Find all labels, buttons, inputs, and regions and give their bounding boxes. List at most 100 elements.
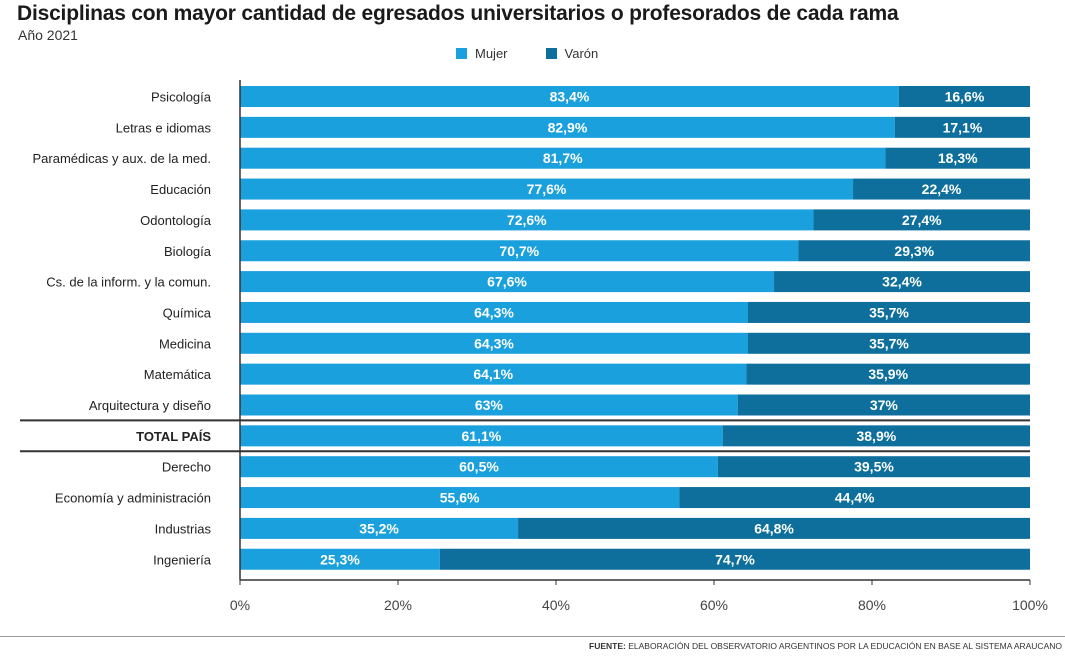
data-label-mujer-total-pais: 61,1% xyxy=(461,428,501,444)
footer-divider xyxy=(0,636,1065,637)
legend-swatch-mujer xyxy=(456,48,467,59)
data-label-varon-derecho: 39,5% xyxy=(854,459,894,475)
data-label-mujer-educacion: 77,6% xyxy=(527,181,567,197)
data-label-mujer-matematica: 64,1% xyxy=(473,366,513,382)
data-label-mujer-biologia: 70,7% xyxy=(499,243,539,259)
category-label-letras-e-idiomas: Letras e idiomas xyxy=(116,120,212,135)
data-label-varon-medicina: 35,7% xyxy=(869,335,909,351)
data-label-mujer-economia-y-administracion: 55,6% xyxy=(440,490,480,506)
x-tick-label-0: 0% xyxy=(230,597,250,613)
data-label-varon-total-pais: 38,9% xyxy=(856,428,896,444)
category-label-quimica: Química xyxy=(163,305,212,320)
data-label-varon-quimica: 35,7% xyxy=(869,304,909,320)
bar-varon-arquitectura-y-diseno xyxy=(737,394,1030,416)
data-label-varon-matematica: 35,9% xyxy=(868,366,908,382)
data-label-varon-letras-e-idiomas: 17,1% xyxy=(943,119,983,135)
data-label-mujer-arquitectura-y-diseno: 63% xyxy=(475,397,504,413)
category-label-arquitectura-y-diseno: Arquitectura y diseño xyxy=(89,398,211,413)
data-label-mujer-industrias: 35,2% xyxy=(359,520,399,536)
category-label-matematica: Matemática xyxy=(144,367,212,382)
bar-varon-biologia xyxy=(798,240,1030,262)
bar-mujer-derecho xyxy=(240,456,718,478)
source-label: FUENTE: xyxy=(589,641,626,651)
data-label-mujer-letras-e-idiomas: 82,9% xyxy=(548,119,588,135)
x-tick-label-2: 40% xyxy=(542,597,570,613)
bar-mujer-arquitectura-y-diseno xyxy=(240,394,738,416)
data-label-varon-arquitectura-y-diseno: 37% xyxy=(870,397,899,413)
legend-label-varon: Varón xyxy=(564,46,599,61)
category-label-psicologia: Psicología xyxy=(151,90,212,105)
data-label-varon-biologia: 29,3% xyxy=(894,243,934,259)
data-label-varon-educacion: 22,4% xyxy=(922,181,962,197)
bar-varon-paramedicas-y-aux-de-la-med xyxy=(885,147,1030,169)
data-label-varon-odontologia: 27,4% xyxy=(902,212,942,228)
x-tick-label-1: 20% xyxy=(384,597,412,613)
bar-varon-economia-y-administracion xyxy=(679,487,1030,509)
bar-mujer-medicina xyxy=(240,332,748,354)
bar-varon-matematica xyxy=(746,363,1030,385)
bar-varon-medicina xyxy=(747,332,1030,354)
bar-mujer-psicologia xyxy=(240,86,899,107)
bar-mujer-paramedicas-y-aux-de-la-med xyxy=(240,147,886,169)
bar-varon-quimica xyxy=(747,301,1030,323)
bar-mujer-total-pais xyxy=(240,425,723,447)
data-label-varon-economia-y-administracion: 44,4% xyxy=(835,490,875,506)
data-label-mujer-medicina: 64,3% xyxy=(474,335,514,351)
data-label-varon-paramedicas-y-aux-de-la-med: 18,3% xyxy=(938,150,978,166)
bar-mujer-ingenieria xyxy=(240,548,440,570)
bar-mujer-quimica xyxy=(240,301,748,323)
source-text: ELABORACIÓN DEL OBSERVATORIO ARGENTINOS … xyxy=(628,641,1062,651)
category-label-total-pais: TOTAL PAÍS xyxy=(136,429,211,444)
chart-title: Disciplinas con mayor cantidad de egresa… xyxy=(17,2,899,25)
data-label-varon-industrias: 64,8% xyxy=(754,520,794,536)
category-label-educacion: Educación xyxy=(150,182,211,197)
bar-varon-cs-de-la-inform-y-la-comun xyxy=(774,271,1030,293)
category-label-economia-y-administracion: Economía y administración xyxy=(55,491,211,506)
bar-varon-letras-e-idiomas xyxy=(894,116,1030,138)
bar-mujer-industrias xyxy=(240,517,519,539)
category-label-cs-de-la-inform-y-la-comun: Cs. de la inform. y la comun. xyxy=(46,275,211,290)
data-label-mujer-cs-de-la-inform-y-la-comun: 67,6% xyxy=(487,274,527,290)
bar-mujer-matematica xyxy=(240,363,747,385)
data-label-mujer-quimica: 64,3% xyxy=(474,304,514,320)
category-label-odontologia: Odontología xyxy=(140,213,212,228)
data-label-mujer-psicologia: 83,4% xyxy=(550,89,590,105)
bar-varon-ingenieria xyxy=(439,548,1030,570)
stacked-bar-chart: 83,4% 16,6% Psicología 82,9% 17,1% Letras e i… xyxy=(20,80,1048,613)
source-note: FUENTE: ELABORACIÓN DEL OBSERVATORIO ARG… xyxy=(589,641,1062,651)
data-label-mujer-ingenieria: 25,3% xyxy=(320,551,360,567)
legend-swatch-varon xyxy=(545,48,557,59)
bar-varon-total-pais xyxy=(722,425,1030,447)
chart-legend: Mujer Varón xyxy=(456,46,636,61)
legend-label-mujer: Mujer xyxy=(475,46,508,61)
bar-mujer-letras-e-idiomas xyxy=(240,116,895,138)
data-label-varon-ingenieria: 74,7% xyxy=(715,551,755,567)
bar-mujer-economia-y-administracion xyxy=(240,487,680,509)
data-label-mujer-paramedicas-y-aux-de-la-med: 81,7% xyxy=(543,150,583,166)
legend-item-varon: Varón xyxy=(545,46,599,61)
data-label-mujer-derecho: 60,5% xyxy=(459,459,499,475)
data-label-varon-psicologia: 16,6% xyxy=(945,89,985,105)
legend-item-mujer: Mujer xyxy=(456,46,508,61)
category-label-medicina: Medicina xyxy=(159,336,212,351)
category-label-paramedicas-y-aux-de-la-med: Paramédicas y aux. de la med. xyxy=(33,151,211,166)
chart-subtitle: Año 2021 xyxy=(18,27,78,43)
bar-mujer-educacion xyxy=(240,178,854,200)
bar-mujer-cs-de-la-inform-y-la-comun xyxy=(240,271,775,293)
bar-mujer-odontologia xyxy=(240,209,814,231)
bar-varon-industrias xyxy=(518,517,1030,539)
category-label-derecho: Derecho xyxy=(162,460,211,475)
category-label-biologia: Biología xyxy=(164,244,212,259)
category-label-ingenieria: Ingeniería xyxy=(153,552,212,567)
bar-varon-odontologia xyxy=(813,209,1030,231)
bar-varon-psicologia xyxy=(898,86,1030,107)
bar-mujer-biologia xyxy=(240,240,799,262)
x-tick-label-5: 100% xyxy=(1012,597,1048,613)
bar-varon-derecho xyxy=(717,456,1030,478)
data-label-varon-cs-de-la-inform-y-la-comun: 32,4% xyxy=(882,274,922,290)
x-tick-label-3: 60% xyxy=(700,597,728,613)
x-tick-label-4: 80% xyxy=(858,597,886,613)
category-label-industrias: Industrias xyxy=(155,521,212,536)
bar-varon-educacion xyxy=(853,178,1030,200)
data-label-mujer-odontologia: 72,6% xyxy=(507,212,547,228)
